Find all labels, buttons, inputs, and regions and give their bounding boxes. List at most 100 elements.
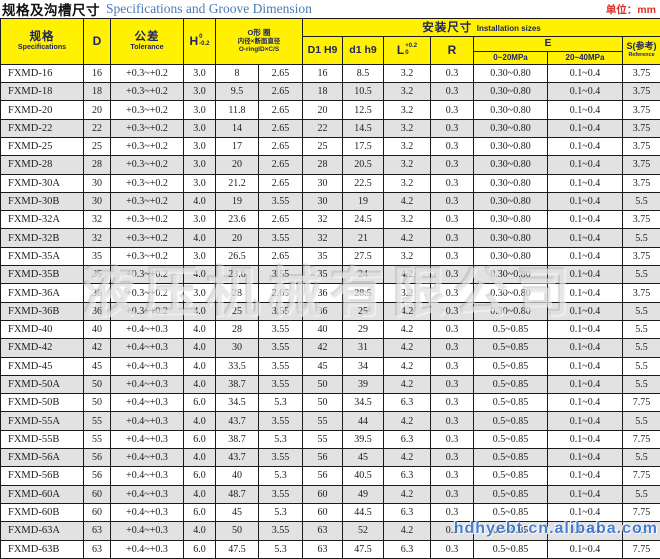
d-cell: 42	[83, 338, 111, 358]
d1-h9-lower-cell: 34	[342, 356, 384, 376]
l-symbol: L	[396, 42, 405, 57]
l-cell: 4.2	[383, 374, 431, 395]
d-cell: 18	[83, 82, 111, 102]
table-row: FXMD-32B 32 +0.3~+0.2 4.0 20 3.55 32 21 …	[0, 228, 660, 248]
d-cell: 63	[83, 539, 111, 559]
e-20-40mpa-cell: 0.1~0.4	[547, 136, 623, 157]
e-20-40mpa-cell: 0.1~0.4	[547, 283, 623, 303]
d-cell: 60	[83, 502, 111, 523]
tolerance-cell: +0.4~+0.3	[110, 484, 184, 504]
spec-cell: FXMD-30B	[0, 191, 84, 212]
e-20-40mpa-cell: 0.1~0.4	[547, 82, 623, 102]
r-cell: 0.3	[430, 100, 474, 120]
s-cell: 7.75	[621, 466, 660, 486]
table-row: FXMD-32A 32 +0.3~+0.2 3.0 23.6 2.65 32 2…	[0, 210, 660, 230]
d1-h9-lower-cell: 40.5	[342, 466, 384, 486]
table-row: FXMD-55A 55 +0.4~+0.3 4.0 43.7 3.55 55 4…	[0, 411, 660, 431]
oring-cs-cell: 2.65	[258, 82, 303, 102]
oring-id-cell: 20	[215, 155, 259, 175]
oring-id-cell: 50	[215, 521, 259, 541]
h-cell: 4.0	[183, 448, 216, 468]
d1-h9-cell: 16	[302, 63, 343, 84]
spec-cell: FXMD-56B	[0, 466, 84, 486]
s-cell: 5.5	[621, 191, 660, 212]
col-header-oring: O形 圈 内径×断面直径 O-ringID×C/S	[215, 18, 303, 65]
d1-h9-cell: 36	[302, 283, 343, 303]
d-cell: 32	[83, 210, 111, 230]
l-cell: 3.2	[383, 136, 431, 157]
l-cell: 3.2	[383, 118, 431, 138]
d1-h9-lower-cell: 21	[342, 228, 384, 248]
h-cell: 3.0	[183, 173, 216, 193]
table-row: FXMD-28 28 +0.3~+0.2 3.0 20 2.65 28 20.5…	[0, 155, 660, 175]
d1-h9-cell: 55	[302, 411, 343, 431]
l-cell: 3.2	[383, 283, 431, 303]
s-cell: 5.5	[621, 448, 660, 468]
oring-id-cell: 43.7	[215, 448, 259, 468]
table-row: FXMD-40 40 +0.4~+0.3 4.0 28 3.55 40 29 4…	[0, 319, 660, 340]
spec-cell: FXMD-50A	[0, 374, 84, 395]
col-header-d1h9: D1 H9	[302, 35, 343, 65]
r-cell: 0.3	[430, 82, 474, 102]
e-0-20mpa-cell: 0.30~0.80	[473, 283, 548, 303]
h-cell: 3.0	[183, 118, 216, 138]
l-cell: 4.2	[383, 301, 431, 321]
d-cell: 60	[83, 484, 111, 504]
r-cell: 0.3	[430, 393, 474, 413]
e-20-40mpa-cell: 0.1~0.4	[547, 521, 623, 541]
d1-h9-cell: 28	[302, 155, 343, 175]
r-cell: 0.3	[430, 283, 474, 303]
d-cell: 30	[83, 173, 111, 193]
h-cell: 4.0	[183, 484, 216, 504]
s-cell: 3.75	[621, 82, 660, 102]
d1-h9-lower-cell: 39.5	[342, 429, 384, 450]
table-row: FXMD-50A 50 +0.4~+0.3 4.0 38.7 3.55 50 3…	[0, 374, 660, 395]
e-20-40mpa-cell: 0.1~0.4	[547, 118, 623, 138]
oring-cs-cell: 3.55	[258, 265, 303, 285]
s-cell: 5.5	[621, 338, 660, 358]
r-cell: 0.3	[430, 374, 474, 395]
oring-id-cell: 45	[215, 502, 259, 523]
oring-id-cell: 28	[215, 319, 259, 340]
d-cell: 56	[83, 448, 111, 468]
d1-h9-lower-cell: 24	[342, 265, 384, 285]
r-cell: 0.3	[430, 118, 474, 138]
r-cell: 0.3	[430, 265, 474, 285]
page-title-zh: 规格及沟槽尺寸	[2, 3, 100, 18]
d-cell: 45	[83, 356, 111, 376]
s-cell: 3.75	[621, 100, 660, 120]
d1-h9-lower-cell: 52	[342, 521, 384, 541]
spec-cell: FXMD-60A	[0, 484, 84, 504]
h-cell: 3.0	[183, 283, 216, 303]
d-cell: 32	[83, 228, 111, 248]
table-row: FXMD-35A 35 +0.3~+0.2 3.0 26.5 2.65 35 2…	[0, 246, 660, 267]
oring-id-cell: 8	[215, 63, 259, 84]
l-cell: 6.3	[383, 539, 431, 559]
oring-cs-cell: 3.55	[258, 521, 303, 541]
d1-h9-cell: 32	[302, 210, 343, 230]
l-cell: 3.2	[383, 63, 431, 84]
d-cell: 55	[83, 429, 111, 450]
oring-cs-cell: 2.65	[258, 173, 303, 193]
r-cell: 0.3	[430, 63, 474, 84]
e-0-20mpa-cell: 0.5~0.85	[473, 466, 548, 486]
oring-cs-cell: 3.55	[258, 228, 303, 248]
l-cell: 6.3	[383, 393, 431, 413]
d1-h9-lower-cell: 45	[342, 448, 384, 468]
e-0-20mpa-cell: 0.5~0.85	[473, 374, 548, 395]
d-cell: 20	[83, 100, 111, 120]
d1-h9-cell: 25	[302, 136, 343, 157]
oring-id-cell: 38.7	[215, 429, 259, 450]
h-cell: 4.0	[183, 521, 216, 541]
table-row: FXMD-55B 55 +0.4~+0.3 6.0 38.7 5.3 55 39…	[0, 429, 660, 450]
d1-h9-lower-cell: 25	[342, 301, 384, 321]
e-0-20mpa-cell: 0.5~0.85	[473, 411, 548, 431]
e-0-20mpa-cell: 0.5~0.85	[473, 484, 548, 504]
col-header-l: L +0.2 0	[383, 35, 431, 65]
tolerance-cell: +0.3~+0.2	[110, 155, 184, 175]
e-0-20mpa-cell: 0.5~0.85	[473, 448, 548, 468]
h-cell: 4.0	[183, 228, 216, 248]
r-cell: 0.3	[430, 448, 474, 468]
tolerance-cell: +0.4~+0.3	[110, 374, 184, 395]
e-20-40mpa-cell: 0.1~0.4	[547, 374, 623, 395]
